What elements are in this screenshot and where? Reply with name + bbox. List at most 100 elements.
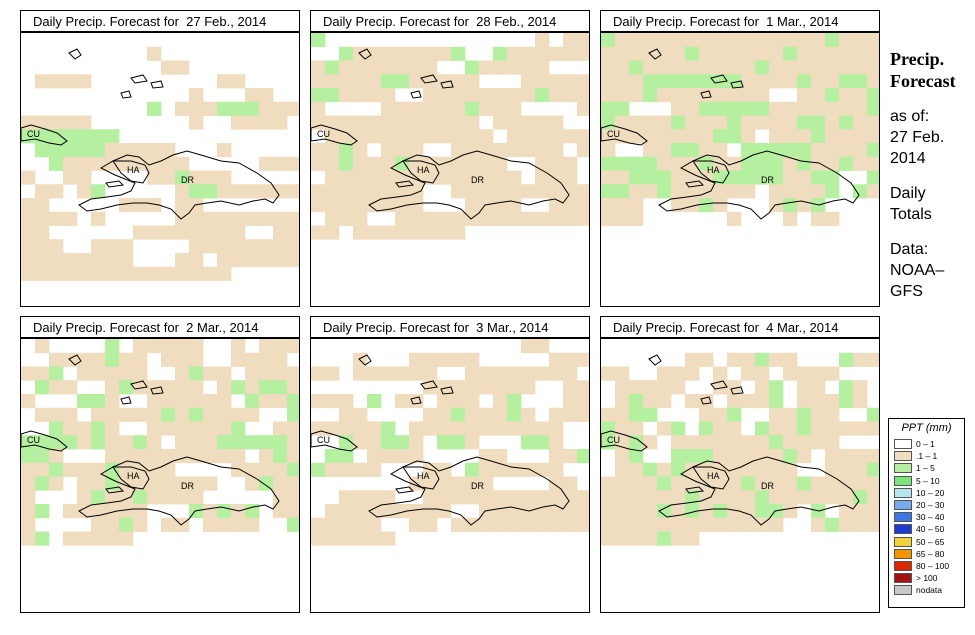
precip-cell xyxy=(217,211,232,226)
precip-cell xyxy=(867,88,879,103)
precip-cell xyxy=(217,239,232,254)
precip-cell xyxy=(629,74,644,89)
precip-cell xyxy=(699,143,714,158)
precip-cell xyxy=(563,517,578,532)
precip-cell xyxy=(769,74,784,89)
precip-cell xyxy=(811,517,826,532)
precip-cell xyxy=(825,490,840,505)
precip-cell xyxy=(783,143,798,158)
precip-cell xyxy=(49,449,64,464)
legend-swatch xyxy=(894,463,912,474)
precip-cell xyxy=(465,101,480,116)
precip-cell xyxy=(811,476,826,491)
precip-cell xyxy=(825,476,840,491)
precip-cell xyxy=(577,352,589,367)
precip-cell xyxy=(671,101,686,116)
precip-cell xyxy=(521,211,536,226)
precip-cell xyxy=(577,88,589,103)
precip-cell xyxy=(507,129,522,144)
legend-swatch xyxy=(894,560,912,571)
precip-cell xyxy=(839,143,854,158)
legend-label: 0 – 1 xyxy=(916,439,935,450)
precip-cell xyxy=(465,88,480,103)
precip-cell xyxy=(615,156,630,171)
precip-cell xyxy=(259,211,274,226)
precip-cell xyxy=(465,435,480,450)
legend-item: 5 – 10 xyxy=(889,475,964,487)
precip-cell xyxy=(63,74,78,89)
panel-title: Daily Precip. Forecast for 2 Mar., 2014 xyxy=(20,316,300,338)
precip-cell xyxy=(601,170,616,185)
precip-cell xyxy=(189,239,204,254)
precip-cell xyxy=(615,115,630,130)
precip-cell xyxy=(535,462,550,477)
precip-cell xyxy=(727,33,742,48)
precip-cell xyxy=(601,143,616,158)
precip-cell xyxy=(741,517,756,532)
precip-cell xyxy=(161,421,176,436)
precip-cell xyxy=(287,517,299,532)
precip-cell xyxy=(91,129,106,144)
precip-cell xyxy=(479,170,494,185)
precip-cell xyxy=(217,170,232,185)
precip-cell xyxy=(189,476,204,491)
precip-cell xyxy=(507,170,522,185)
precip-cell xyxy=(741,490,756,505)
precip-cell xyxy=(699,74,714,89)
precip-cell xyxy=(783,407,798,422)
precip-cell xyxy=(259,449,274,464)
precip-cell xyxy=(325,449,340,464)
precip-cell xyxy=(755,476,770,491)
precip-cell xyxy=(409,101,424,116)
precip-cell xyxy=(741,88,756,103)
precip-cell xyxy=(657,476,672,491)
precip-cell xyxy=(685,517,700,532)
precip-cell xyxy=(643,156,658,171)
precip-cell xyxy=(245,435,260,450)
island-outline xyxy=(700,90,712,99)
precip-cell xyxy=(769,184,784,199)
precip-cell xyxy=(77,156,92,171)
precip-cell xyxy=(783,156,798,171)
precip-cell xyxy=(629,394,644,409)
precip-cell xyxy=(615,366,630,381)
precip-cell xyxy=(783,435,798,450)
precip-cell xyxy=(685,88,700,103)
precip-cell xyxy=(811,74,826,89)
precip-cell xyxy=(161,170,176,185)
precip-cell xyxy=(741,115,756,130)
precip-cell xyxy=(521,88,536,103)
precip-cell xyxy=(409,115,424,130)
precip-cell xyxy=(797,156,812,171)
precip-cell xyxy=(231,435,246,450)
precip-cell xyxy=(783,476,798,491)
precip-cell xyxy=(133,225,148,240)
precip-cell xyxy=(867,74,879,89)
precip-cell xyxy=(35,239,50,254)
info-totals: Totals xyxy=(890,206,932,223)
precip-cell xyxy=(119,462,134,477)
precip-cell xyxy=(643,517,658,532)
precip-cell xyxy=(521,115,536,130)
precip-cell xyxy=(783,449,798,464)
haiti-peninsula-outline xyxy=(402,466,440,490)
precip-cell xyxy=(287,253,299,268)
precip-cell xyxy=(63,129,78,144)
precip-cell xyxy=(339,198,354,213)
precip-cell xyxy=(825,170,840,185)
precip-cell xyxy=(629,170,644,185)
precip-cell xyxy=(601,211,616,226)
precip-cell xyxy=(839,421,854,436)
precip-cell xyxy=(535,366,550,381)
precip-cell xyxy=(367,435,382,450)
precip-cell xyxy=(287,476,299,491)
precip-cell xyxy=(535,60,550,75)
precip-cell xyxy=(395,198,410,213)
precip-cell xyxy=(77,435,92,450)
precip-cell xyxy=(601,531,616,546)
precip-cell xyxy=(685,352,700,367)
precip-cell xyxy=(825,74,840,89)
precip-cell xyxy=(493,462,508,477)
precip-cell xyxy=(217,253,232,268)
forecast-panel-1: Daily Precip. Forecast for 27 Feb., 2014… xyxy=(20,10,300,307)
